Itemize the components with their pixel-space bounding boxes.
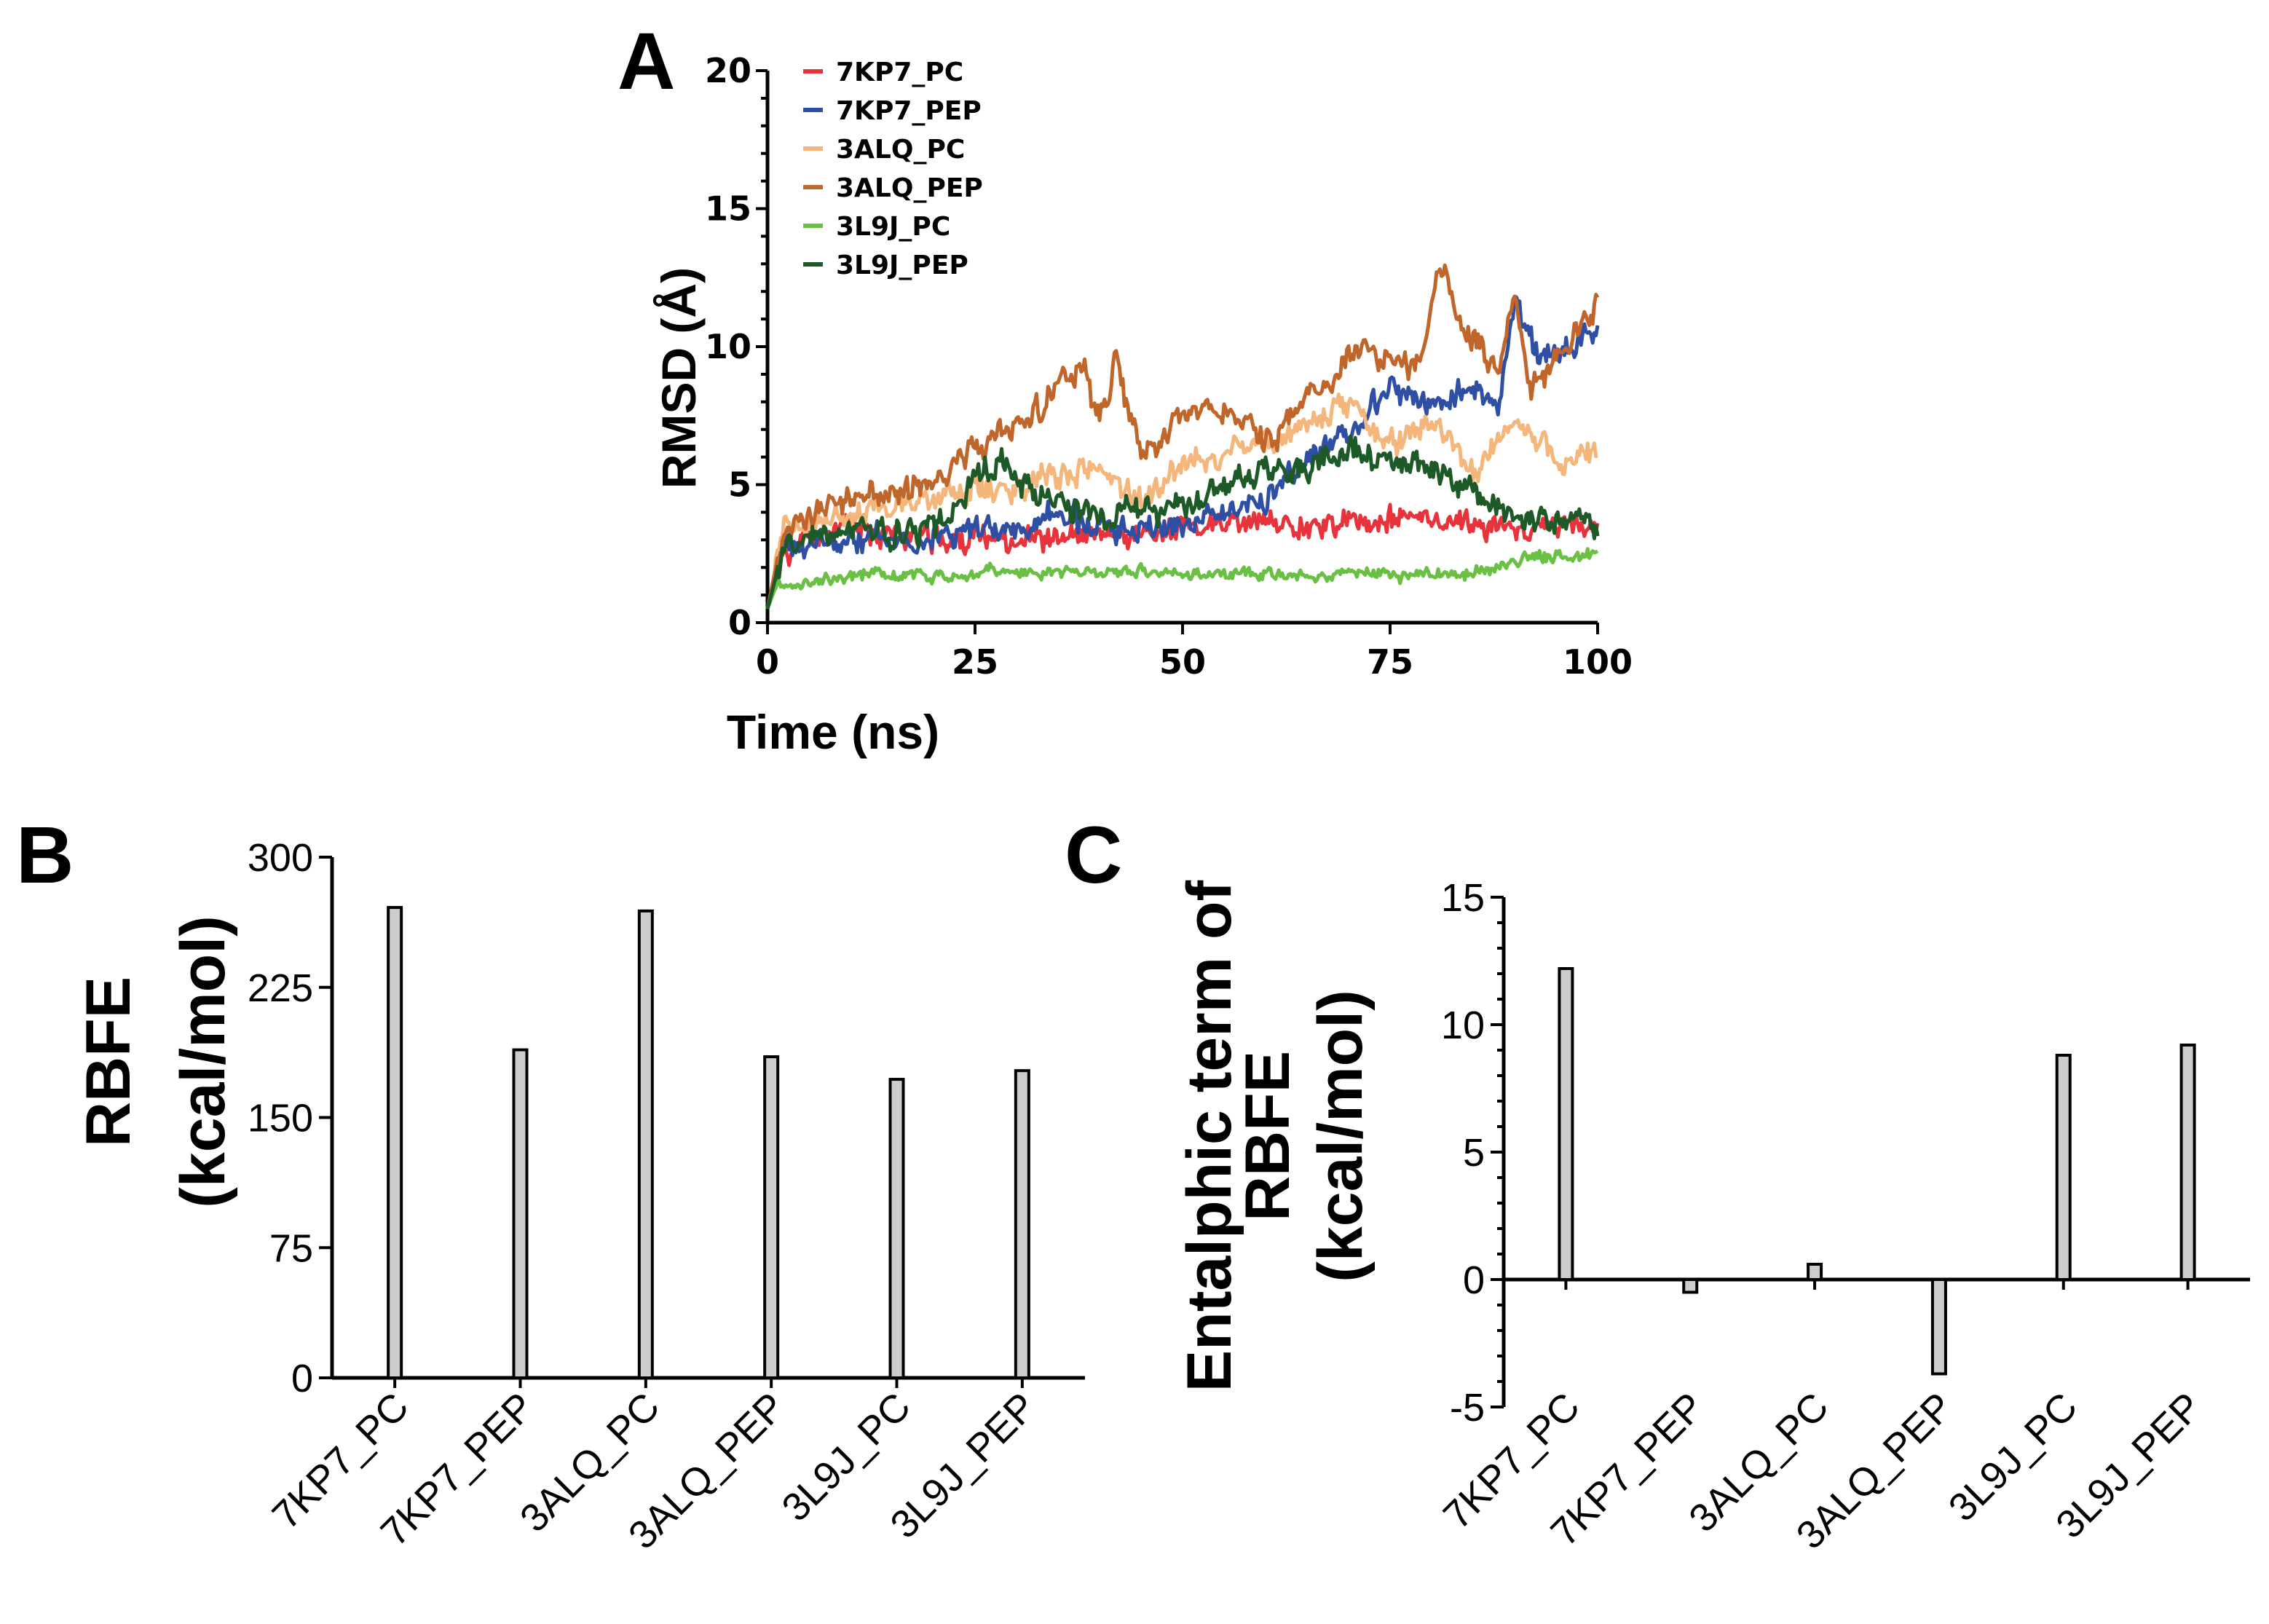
panel-c-y-axis-title-line1: Entalphic term of: [1175, 880, 1244, 1392]
panel-b-axes: 0751502253007KP7_PC7KP7_PEP3ALQ_PC3ALQ_P…: [248, 836, 1085, 1558]
panel-c-y-axis-title-line3: (kcal/mol): [1306, 990, 1376, 1282]
panel-c-bar-3l9j-pc: [2055, 1054, 2072, 1281]
legend-label: 3ALQ_PEP: [836, 173, 983, 203]
panel-c-axes: -50510157KP7_PC7KP7_PEP3ALQ_PC3ALQ_PEP3L…: [1435, 876, 2250, 1558]
panel-a-y-tick-label: 10: [705, 327, 751, 366]
panel-c-bar-7kp7-pep: [1682, 1278, 1699, 1294]
panel-a-x-tick-label: 0: [756, 642, 779, 682]
panel-b-y-tick-label: 225: [248, 966, 313, 1010]
panel-c-bar-3alq-pep: [1930, 1278, 1947, 1376]
series-line-3l9j-pc: [765, 547, 1599, 610]
panel-a-x-tick-label: 25: [952, 642, 998, 682]
panel-b-bar-3l9j-pep: [1014, 1069, 1030, 1380]
panel-b-label: B: [16, 811, 74, 900]
panel-c-bar-3l9j-pep: [2179, 1044, 2196, 1281]
panel-b-y-tick-label: 0: [291, 1357, 313, 1400]
panel-a-x-tick-label: 100: [1563, 642, 1633, 682]
panel-a-y-tick-label: 0: [728, 603, 751, 642]
panel-b-bar-3alq-pep: [763, 1055, 780, 1380]
series-line-3alq-pc: [765, 392, 1598, 610]
panel-b-bars: [387, 906, 1030, 1380]
panel-c-y-tick-label: 15: [1441, 876, 1485, 920]
panel-a-y-tick-label: 5: [728, 465, 751, 505]
legend-label: 3L9J_PC: [836, 212, 950, 242]
panel-c-enthalpic-chart: C Entalphic term of RBFE (kcal/mol) -5 0 5…: [1065, 811, 2250, 1558]
panel-c-y-tick-label: 0: [1463, 1258, 1485, 1302]
panel-a-y-axis-title: RMSD (Å): [652, 267, 706, 489]
panel-b-rbfe-chart: B RBFE (kcal/mol) 0751502253007KP7_PC7KP…: [16, 811, 1085, 1558]
panel-c-label: C: [1065, 811, 1122, 900]
panel-a-axes: 0 5 10 15 20 0 25 50 75 100: [705, 51, 1633, 682]
legend-label: 7KP7_PC: [836, 58, 963, 87]
panel-a-series-lines: [765, 263, 1600, 610]
panel-c-bar-7kp7-pc: [1558, 967, 1574, 1281]
panel-a-label: A: [617, 17, 675, 106]
panel-c-bars: [1558, 967, 2196, 1376]
panel-a-x-tick-label: 50: [1159, 642, 1206, 682]
series-line-3l9j-pep: [765, 434, 1600, 610]
panel-a-x-tick-label: 75: [1367, 642, 1413, 682]
panel-a-x-axis-title: Time (ns): [727, 705, 939, 759]
legend-label: 7KP7_PEP: [836, 96, 982, 126]
panel-b-bar-7kp7-pep: [512, 1048, 529, 1380]
panel-c-y-tick-label: -5: [1450, 1386, 1485, 1430]
panel-a-y-tick-label: 15: [705, 189, 751, 229]
series-line-3alq-pep: [765, 263, 1600, 610]
panel-b-bar-3l9j-pc: [888, 1078, 905, 1379]
panel-b-y-axis-title-line1: RBFE: [74, 977, 143, 1147]
legend-label: 3L9J_PEP: [836, 251, 968, 280]
panel-b-y-tick-label: 150: [248, 1097, 313, 1140]
panel-b-bar-7kp7-pc: [387, 906, 403, 1380]
panel-a-y-tick-label: 20: [705, 51, 751, 90]
panel-c-y-tick-label: 5: [1463, 1131, 1485, 1175]
panel-c-bar-3alq-pc: [1807, 1263, 1823, 1281]
panel-c-y-tick-label: 10: [1441, 1004, 1485, 1047]
panel-b-y-axis-title-line2: (kcal/mol): [168, 915, 238, 1207]
panel-c-y-axis-title-line2: RBFE: [1233, 1051, 1303, 1221]
legend-label: 3ALQ_PC: [836, 135, 965, 165]
panel-b-y-tick-label: 300: [248, 836, 313, 880]
panel-b-y-tick-label: 75: [269, 1226, 313, 1270]
series-line-7kp7-pc: [765, 502, 1600, 610]
panel-a-legend: 7KP7_PC 7KP7_PEP 3ALQ_PC 3ALQ_PEP 3L9J_PC 3L9…: [803, 58, 983, 280]
panel-b-bar-3alq-pc: [637, 909, 654, 1379]
